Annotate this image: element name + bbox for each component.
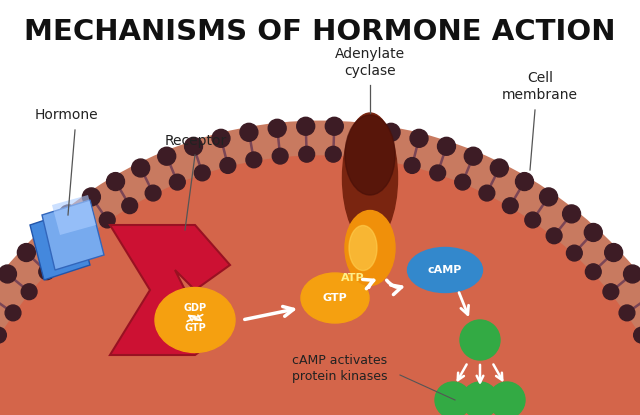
Ellipse shape: [408, 247, 483, 293]
Circle shape: [404, 158, 420, 173]
Text: Hormone: Hormone: [35, 108, 99, 122]
Circle shape: [460, 320, 500, 360]
Circle shape: [489, 382, 525, 415]
Circle shape: [195, 165, 210, 181]
Circle shape: [212, 129, 230, 147]
Circle shape: [299, 146, 315, 162]
Circle shape: [586, 264, 601, 280]
Circle shape: [438, 137, 456, 155]
Circle shape: [83, 188, 100, 206]
Circle shape: [563, 205, 580, 223]
Circle shape: [462, 382, 498, 415]
Circle shape: [605, 244, 623, 261]
Polygon shape: [30, 210, 90, 280]
Circle shape: [502, 198, 518, 214]
Circle shape: [58, 245, 74, 261]
Polygon shape: [52, 195, 96, 235]
Circle shape: [132, 159, 150, 177]
Text: cAMP activates
protein kinases: cAMP activates protein kinases: [292, 354, 388, 383]
Circle shape: [584, 224, 602, 242]
Circle shape: [0, 140, 640, 415]
Circle shape: [170, 174, 185, 190]
Circle shape: [0, 156, 640, 415]
Circle shape: [325, 117, 343, 135]
Text: Cell
membrane: Cell membrane: [502, 71, 578, 102]
Circle shape: [60, 205, 77, 223]
Circle shape: [240, 123, 258, 141]
Circle shape: [157, 147, 175, 165]
Circle shape: [107, 173, 125, 190]
Circle shape: [184, 137, 202, 155]
Circle shape: [145, 185, 161, 201]
Text: Adenylate
cyclase: Adenylate cyclase: [335, 47, 405, 78]
Circle shape: [547, 228, 562, 244]
Circle shape: [623, 265, 640, 283]
Circle shape: [272, 148, 288, 164]
Circle shape: [38, 224, 56, 242]
Text: cAMP: cAMP: [428, 265, 462, 275]
Circle shape: [465, 147, 483, 165]
Circle shape: [479, 185, 495, 201]
Ellipse shape: [349, 225, 377, 271]
Text: GDP: GDP: [184, 303, 207, 313]
Circle shape: [17, 244, 35, 261]
Circle shape: [0, 327, 6, 343]
Circle shape: [122, 198, 138, 214]
Circle shape: [430, 165, 445, 181]
Text: MECHANISMS OF HORMONE ACTION: MECHANISMS OF HORMONE ACTION: [24, 18, 616, 46]
Text: Receptor: Receptor: [165, 134, 227, 148]
Circle shape: [490, 159, 508, 177]
Circle shape: [268, 120, 286, 137]
Circle shape: [619, 305, 635, 321]
Circle shape: [354, 120, 372, 137]
Circle shape: [78, 228, 93, 244]
Text: GTP: GTP: [184, 323, 206, 333]
Text: GTP: GTP: [323, 293, 348, 303]
Circle shape: [540, 188, 557, 206]
Polygon shape: [42, 200, 104, 270]
Circle shape: [99, 212, 115, 228]
Ellipse shape: [345, 115, 395, 195]
Text: ATP: ATP: [341, 273, 365, 283]
Circle shape: [325, 146, 341, 162]
Circle shape: [246, 152, 262, 168]
Circle shape: [525, 212, 541, 228]
Circle shape: [455, 174, 470, 190]
Circle shape: [0, 265, 17, 283]
Ellipse shape: [155, 288, 235, 352]
Circle shape: [435, 382, 471, 415]
Circle shape: [352, 148, 368, 164]
Ellipse shape: [345, 210, 395, 286]
Circle shape: [39, 264, 54, 280]
Ellipse shape: [301, 273, 369, 323]
Polygon shape: [110, 225, 230, 355]
Circle shape: [634, 327, 640, 343]
Circle shape: [378, 152, 394, 168]
Circle shape: [566, 245, 582, 261]
Circle shape: [410, 129, 428, 147]
Ellipse shape: [342, 113, 397, 243]
Circle shape: [382, 123, 400, 141]
Circle shape: [515, 173, 533, 190]
Circle shape: [5, 305, 21, 321]
Circle shape: [603, 284, 619, 300]
Circle shape: [297, 117, 315, 135]
Circle shape: [220, 158, 236, 173]
Circle shape: [21, 284, 37, 300]
